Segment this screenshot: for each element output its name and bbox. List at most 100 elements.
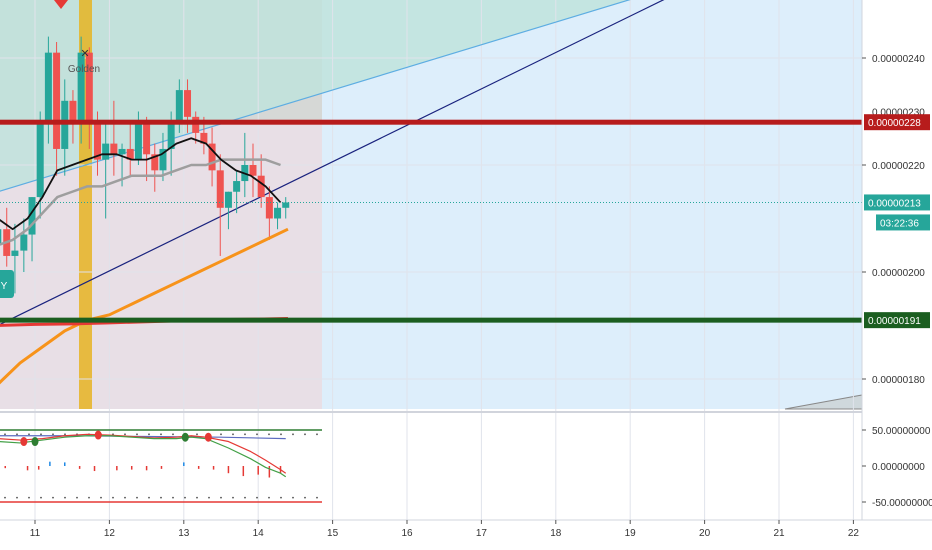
candle[interactable] [282,197,290,219]
price-tick-label: 0.00000230 [872,108,925,119]
candle[interactable] [85,47,93,149]
candle[interactable] [274,202,282,230]
grid [0,0,862,520]
candle-body [274,207,282,219]
time-tick-label: 11 [30,528,41,539]
osc-dot-top [124,433,126,436]
candle-body [36,122,44,198]
osc-tick-label: -50.00000000 [872,498,932,509]
support-level-line[interactable] [0,317,862,323]
candle-body [69,100,77,123]
osc-dot-top [232,433,234,436]
osc-dot-bottom [244,496,246,499]
current-price-tag[interactable] [864,194,930,211]
support-price-tag[interactable] [864,312,930,329]
candle[interactable] [0,219,2,283]
osc-dot-bottom [256,496,258,499]
osc-line-b [0,435,287,478]
time-tick-label: 14 [253,528,265,539]
candle[interactable] [265,186,273,240]
price-axis-panel[interactable] [862,0,932,550]
osc-dot-bottom [64,496,66,499]
osc-dot-bottom [88,496,90,499]
price-tick-label: 0.00000180 [872,375,925,386]
candle-body [175,90,183,123]
time-tick-label: 16 [401,528,413,539]
osc-dot-bottom [232,496,234,499]
ma-black-line [0,137,282,231]
candle[interactable] [53,41,61,176]
candle[interactable] [249,143,257,198]
osc-dot-top [316,433,318,436]
osc-signal-dot [94,430,102,440]
candle-body [224,191,232,208]
candle-body [102,143,110,160]
candle-body [126,148,134,160]
candle[interactable] [159,132,167,182]
osc-dot-bottom [208,496,210,499]
candle[interactable] [61,79,69,176]
osc-dot-bottom [76,496,78,499]
ma-gray-line [0,158,281,246]
countdown-text: 03:22:36 [880,218,919,229]
osc-dot-bottom [148,496,150,499]
resistance-price-tag-text: 0.00000228 [868,118,921,129]
price-levels[interactable] [0,119,862,323]
buy-badge[interactable] [0,270,14,298]
candle-body [151,154,159,171]
candle[interactable] [233,170,241,214]
osc-dot-top [268,433,270,436]
candle-body [110,143,118,155]
candle[interactable] [143,116,151,182]
candle[interactable] [28,197,36,262]
osc-signal-dot [204,432,212,442]
candle[interactable] [216,154,224,256]
osc-dot-top [16,433,18,436]
osc-signal-dot [20,437,28,447]
candle[interactable] [126,122,134,176]
oscillator-pane[interactable] [0,411,932,503]
candle[interactable] [208,127,216,187]
candle[interactable] [224,191,232,230]
ma-orange-line [0,227,289,385]
osc-dot-top [28,433,30,436]
support-price-tag-text: 0.00000191 [868,316,921,327]
background-zones [0,0,863,410]
golden-cross-label: Golden [68,64,100,75]
candle-body [85,52,93,123]
resistance-price-tag[interactable] [864,114,930,131]
resistance-level-line[interactable] [0,119,862,125]
time-tick-label: 17 [476,528,488,539]
candle[interactable] [44,36,52,144]
candle[interactable] [192,111,200,144]
osc-dot-top [64,433,66,436]
candle[interactable] [11,223,19,294]
cross-marker-icon: ✕ [80,48,89,60]
time-tick-label: 19 [625,528,637,539]
candle[interactable] [257,154,265,208]
lower-trend-line[interactable] [0,0,719,326]
candle-body [44,52,52,123]
osc-dot-bottom [4,496,6,499]
osc-dot-bottom [316,496,318,499]
osc-signal-dot [31,437,39,447]
candle-body [265,197,273,219]
candle[interactable] [77,36,85,144]
projection-zone [322,0,862,409]
candle[interactable] [110,100,118,176]
osc-dot-bottom [304,496,306,499]
candle-body [0,229,2,246]
osc-dot-bottom [268,496,270,499]
candle[interactable] [151,143,159,192]
candle-body [11,250,19,256]
candle[interactable] [69,90,77,144]
candle[interactable] [20,218,28,273]
osc-dot-bottom [100,496,102,499]
time-tick-label: 20 [699,528,711,539]
time-tick-label: 13 [178,528,190,539]
osc-dot-bottom [112,496,114,499]
time-tick-label: 12 [104,528,116,539]
candle-body [143,122,151,155]
